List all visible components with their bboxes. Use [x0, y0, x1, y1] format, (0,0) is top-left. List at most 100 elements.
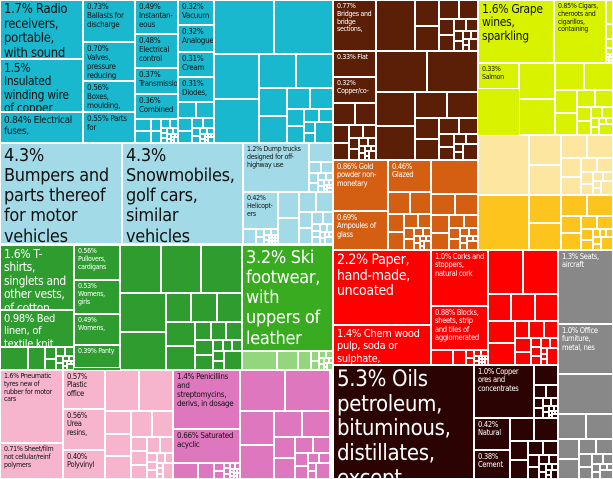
treemap-cell-minor[interactable]: [577, 121, 591, 135]
treemap-cell-minor[interactable]: [365, 146, 371, 151]
treemap-cell-minor[interactable]: [561, 195, 587, 216]
treemap-cell-minor[interactable]: [488, 294, 511, 321]
treemap-cell-minor[interactable]: [178, 118, 192, 131]
treemap-cell-minor[interactable]: [173, 128, 178, 134]
treemap-cell-minor[interactable]: [467, 236, 473, 241]
treemap-cell-minor[interactable]: [552, 411, 555, 414]
treemap-cell[interactable]: 0.31% Cream: [178, 52, 214, 77]
treemap-cell-minor[interactable]: [308, 453, 319, 463]
treemap-cell-minor[interactable]: [359, 153, 365, 160]
treemap-cell-minor[interactable]: [539, 455, 549, 464]
treemap-cell-minor[interactable]: [259, 116, 287, 143]
treemap-cell-minor[interactable]: [271, 229, 278, 235]
treemap-cell-minor[interactable]: [151, 119, 161, 131]
treemap-cell-minor[interactable]: [558, 414, 586, 439]
treemap-cell-minor[interactable]: [601, 237, 613, 250]
treemap-cell-minor[interactable]: [603, 172, 613, 181]
treemap-cell-minor[interactable]: [561, 233, 581, 250]
treemap-cell-minor[interactable]: [558, 459, 579, 479]
treemap-cell-minor[interactable]: [528, 441, 543, 455]
treemap-cell-minor[interactable]: [195, 355, 213, 370]
treemap-cell-minor[interactable]: [324, 180, 329, 185]
treemap-cell-minor[interactable]: [256, 229, 264, 237]
treemap-cell-minor[interactable]: [211, 134, 214, 137]
treemap-cell-minor[interactable]: [192, 118, 203, 128]
treemap-cell[interactable]: 5.3% Oils petroleum, bituminous, distill…: [333, 365, 474, 479]
treemap-cell-minor[interactable]: [324, 367, 327, 370]
treemap-cell-minor[interactable]: [531, 338, 541, 347]
treemap-cell[interactable]: 1.7% Radio receivers, portable, with sou…: [0, 0, 83, 59]
treemap-cell-minor[interactable]: [161, 245, 201, 293]
treemap-cell-minor[interactable]: [414, 243, 420, 250]
treemap-cell[interactable]: 4.3% Bumpers and parts thereof for motor…: [0, 143, 122, 244]
treemap-cell-minor[interactable]: [431, 233, 449, 250]
treemap-cell[interactable]: 0.85% Cigars, cheroots and cigarillos, c…: [554, 0, 606, 63]
treemap-cell-minor[interactable]: [474, 350, 481, 356]
treemap-cell-minor[interactable]: [515, 338, 531, 352]
treemap-cell-minor[interactable]: [561, 135, 587, 158]
treemap-cell-minor[interactable]: [326, 351, 333, 358]
treemap-cell-minor[interactable]: [67, 364, 74, 370]
treemap-cell-minor[interactable]: [167, 139, 171, 143]
treemap-cell-minor[interactable]: [606, 229, 613, 237]
treemap-cell-minor[interactable]: [214, 463, 224, 471]
treemap-cell-minor[interactable]: [531, 347, 541, 356]
treemap-cell-minor[interactable]: [171, 140, 174, 143]
treemap-cell-minor[interactable]: [551, 398, 558, 406]
treemap-cell-minor[interactable]: [324, 358, 329, 363]
treemap-cell[interactable]: 0.32% Vacuum: [178, 0, 214, 25]
treemap-cell-minor[interactable]: [325, 232, 329, 237]
treemap-cell-minor[interactable]: [473, 236, 478, 241]
treemap-cell-minor[interactable]: [311, 351, 319, 361]
treemap-cell-minor[interactable]: [593, 188, 601, 195]
treemap-cell-minor[interactable]: [439, 118, 459, 134]
treemap-cell-minor[interactable]: [410, 192, 431, 214]
treemap-cell-minor[interactable]: [213, 340, 223, 351]
treemap-cell-minor[interactable]: [316, 463, 330, 479]
treemap-cell-minor[interactable]: [131, 465, 147, 479]
treemap-cell-minor[interactable]: [459, 0, 478, 19]
treemap-cell-minor[interactable]: [555, 63, 584, 90]
treemap-cell-minor[interactable]: [600, 464, 607, 470]
treemap-cell-minor[interactable]: [161, 138, 167, 143]
treemap-cell-minor[interactable]: [166, 346, 195, 370]
treemap-cell-minor[interactable]: [157, 468, 163, 474]
treemap-cell-minor[interactable]: [591, 107, 602, 118]
treemap-cell-minor[interactable]: [207, 128, 214, 134]
treemap-cell-minor[interactable]: [302, 411, 330, 437]
treemap-cell-minor[interactable]: [264, 240, 269, 244]
treemap-cell-minor[interactable]: [63, 361, 67, 366]
treemap-cell-minor[interactable]: [319, 358, 324, 364]
treemap-cell-minor[interactable]: [550, 338, 558, 348]
treemap-cell[interactable]: 1.6% Grape wines, sparkling: [478, 0, 554, 63]
treemap-cell[interactable]: 0.55% Parts for: [83, 112, 135, 143]
treemap-cell-minor[interactable]: [333, 103, 355, 125]
treemap-cell-minor[interactable]: [388, 214, 404, 232]
treemap-cell-minor[interactable]: [597, 216, 613, 229]
treemap-cell-minor[interactable]: [474, 361, 479, 365]
treemap-cell-minor[interactable]: [161, 133, 167, 138]
treemap-cell-minor[interactable]: [299, 228, 312, 244]
treemap-cell-minor[interactable]: [315, 122, 333, 143]
treemap-cell-minor[interactable]: [242, 351, 277, 370]
treemap-cell-minor[interactable]: [269, 235, 272, 238]
treemap-cell-minor[interactable]: [581, 172, 593, 184]
treemap-cell-minor[interactable]: [592, 464, 600, 472]
treemap-cell-minor[interactable]: [535, 294, 558, 321]
treemap-cell-minor[interactable]: [318, 180, 324, 186]
treemap-cell-minor[interactable]: [510, 441, 528, 460]
treemap-cell-minor[interactable]: [529, 165, 561, 195]
treemap-cell-minor[interactable]: [299, 212, 312, 228]
treemap-cell-minor[interactable]: [541, 359, 547, 365]
treemap-cell[interactable]: 0.56% Boxes, moulding,: [83, 81, 135, 112]
treemap-cell[interactable]: 0.33% Flat: [333, 51, 376, 77]
treemap-cell-minor[interactable]: [214, 99, 259, 143]
treemap-cell-minor[interactable]: [592, 454, 603, 464]
treemap-cell-minor[interactable]: [214, 471, 224, 479]
treemap-cell-minor[interactable]: [415, 26, 439, 51]
treemap-cell-minor[interactable]: [308, 471, 316, 479]
treemap-cell-minor[interactable]: [485, 359, 488, 365]
treemap-cell-minor[interactable]: [349, 125, 363, 138]
treemap-cell-minor[interactable]: [581, 229, 593, 240]
treemap-cell-minor[interactable]: [299, 192, 316, 212]
